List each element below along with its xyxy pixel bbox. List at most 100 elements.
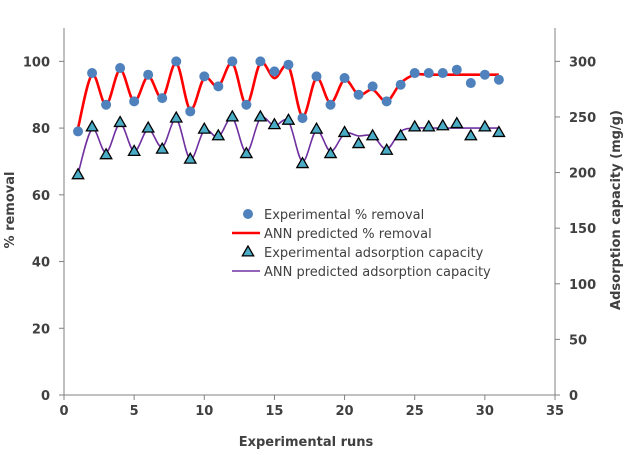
x-tick-label: 10 bbox=[195, 404, 213, 419]
exp-removal-point bbox=[87, 68, 98, 79]
exp-adsorption-point bbox=[113, 115, 127, 128]
exp-adsorption-point bbox=[85, 119, 99, 132]
y-left-tick-label: 80 bbox=[32, 122, 50, 137]
exp-adsorption-point bbox=[267, 117, 282, 130]
exp-adsorption-point bbox=[225, 109, 240, 122]
exp-removal-point bbox=[437, 68, 448, 79]
exp-adsorption-point bbox=[155, 141, 170, 154]
x-tick-label: 30 bbox=[476, 404, 494, 419]
exp-removal-point bbox=[129, 96, 140, 107]
exp-removal-point bbox=[395, 79, 406, 90]
exp-adsorption-point bbox=[365, 128, 380, 141]
x-tick-label: 25 bbox=[406, 404, 424, 419]
exp-adsorption-point bbox=[421, 119, 436, 132]
exp-adsorption-point bbox=[183, 151, 198, 164]
exp-adsorption-point bbox=[281, 113, 296, 125]
exp-removal-point bbox=[73, 126, 84, 137]
y-left-tick-label: 100 bbox=[23, 55, 50, 70]
exp-adsorption-point bbox=[99, 147, 113, 160]
exp-removal-point bbox=[493, 74, 504, 85]
exp-adsorption-point bbox=[435, 118, 450, 131]
exp-removal-point bbox=[185, 106, 196, 117]
y-left-tick-label: 20 bbox=[32, 322, 50, 337]
legend-exp-adsorption-label: Experimental adsorption capacity bbox=[264, 246, 484, 261]
exp-removal-point bbox=[269, 66, 280, 77]
legend-exp-adsorption-marker bbox=[241, 244, 255, 257]
y-right-tick-label: 0 bbox=[569, 389, 578, 404]
exp-adsorption-point bbox=[449, 116, 464, 129]
exp-removal-point bbox=[353, 89, 364, 100]
y-right-axis-title: Adsorption capacity (mg/g) bbox=[609, 110, 624, 310]
exp-adsorption-point bbox=[253, 109, 268, 122]
exp-removal-point bbox=[479, 69, 490, 80]
y-left-axis-title: % removal bbox=[3, 172, 18, 249]
exp-adsorption-point bbox=[169, 110, 184, 123]
legend-ann-removal-label: ANN predicted % removal bbox=[264, 227, 432, 242]
exp-removal-point bbox=[171, 56, 182, 67]
exp-adsorption-point bbox=[379, 143, 394, 155]
y-right-axis: 0 50 100 150 200 250 300 bbox=[555, 55, 596, 404]
y-right-tick-label: 150 bbox=[569, 222, 596, 237]
exp-removal-point bbox=[339, 73, 350, 84]
exp-adsorption-point bbox=[295, 156, 310, 169]
exp-adsorption-point bbox=[464, 128, 478, 141]
exp-adsorption-point bbox=[141, 120, 155, 133]
exp-removal-point bbox=[451, 64, 462, 75]
series-markers bbox=[71, 56, 506, 180]
ann-adsorption-line bbox=[77, 116, 499, 174]
exp-removal-point bbox=[465, 78, 476, 89]
exp-removal-point bbox=[283, 59, 294, 70]
exp-adsorption-point bbox=[478, 119, 492, 132]
exp-adsorption-point bbox=[393, 128, 408, 141]
exp-removal-point bbox=[213, 81, 224, 92]
exp-removal-point bbox=[143, 69, 154, 80]
legend-exp-removal-marker bbox=[243, 209, 253, 219]
exp-adsorption-point bbox=[211, 128, 226, 141]
exp-adsorption-point bbox=[323, 146, 338, 159]
y-right-tick-label: 300 bbox=[569, 55, 596, 70]
x-axis: 0 5 10 15 20 25 30 35 bbox=[59, 395, 564, 419]
plot-area bbox=[63, 28, 556, 396]
y-right-tick-label: 250 bbox=[569, 111, 596, 126]
y-left-tick-label: 60 bbox=[32, 189, 50, 204]
exp-removal-point bbox=[297, 113, 308, 124]
y-left-tick-label: 40 bbox=[32, 256, 50, 271]
exp-adsorption-point bbox=[127, 144, 141, 156]
y-right-tick-label: 200 bbox=[569, 167, 596, 182]
exp-removal-point bbox=[423, 68, 434, 79]
legend: Experimental % removal ANN predicted % re… bbox=[232, 208, 491, 280]
exp-adsorption-point bbox=[407, 119, 422, 132]
exp-removal-point bbox=[101, 99, 112, 110]
exp-removal-point bbox=[199, 71, 210, 82]
x-tick-label: 35 bbox=[546, 404, 564, 419]
x-tick-label: 0 bbox=[59, 404, 68, 419]
x-axis-title: Experimental runs bbox=[239, 435, 374, 450]
exp-removal-point bbox=[409, 68, 420, 79]
exp-removal-point bbox=[325, 99, 336, 110]
exp-removal-point bbox=[311, 71, 322, 82]
exp-adsorption-point bbox=[309, 121, 324, 134]
exp-removal-point bbox=[367, 81, 378, 92]
x-tick-label: 20 bbox=[336, 404, 354, 419]
exp-adsorption-point bbox=[71, 167, 85, 180]
y-left-axis: 0 20 40 60 80 100 bbox=[23, 55, 64, 404]
exp-adsorption-point bbox=[351, 136, 366, 149]
exp-adsorption-point bbox=[239, 146, 254, 159]
y-right-tick-label: 50 bbox=[569, 333, 587, 348]
legend-exp-removal-label: Experimental % removal bbox=[264, 208, 424, 223]
x-tick-label: 15 bbox=[265, 404, 283, 419]
y-right-tick-label: 100 bbox=[569, 278, 596, 293]
x-tick-label: 5 bbox=[130, 404, 139, 419]
y-left-tick-label: 0 bbox=[41, 389, 50, 404]
exp-removal-point bbox=[241, 99, 252, 110]
legend-ann-adsorption-label: ANN predicted adsorption capacity bbox=[264, 265, 491, 280]
exp-adsorption-point bbox=[197, 121, 212, 134]
exp-adsorption-point bbox=[337, 125, 352, 138]
exp-removal-point bbox=[381, 96, 392, 107]
exp-removal-point bbox=[255, 56, 266, 67]
exp-adsorption-point bbox=[492, 125, 506, 138]
exp-removal-point bbox=[157, 93, 168, 104]
exp-removal-point bbox=[227, 56, 238, 67]
exp-removal-point bbox=[115, 63, 126, 74]
